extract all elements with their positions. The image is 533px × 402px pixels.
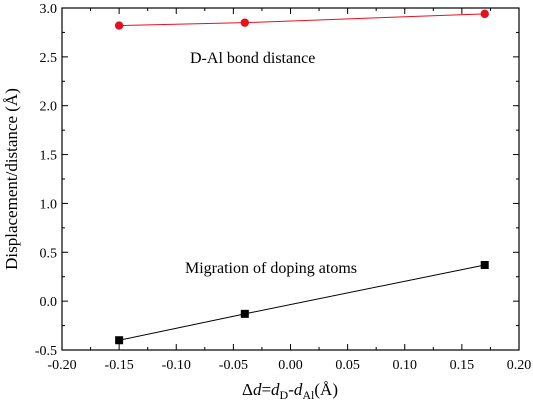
x-axis-title-unit: (Å)	[314, 380, 338, 399]
series-line-0	[119, 13, 485, 27]
x-tick-label: 0.20	[507, 358, 532, 373]
x-axis-title: Δd=dD-dAl(Å)	[242, 380, 338, 402]
y-tick-label: 0.5	[40, 246, 58, 261]
annotation-migration: Migration of doping atoms	[185, 260, 357, 277]
x-tick-label: 0.10	[393, 358, 418, 373]
axis-ticks: -0.20 -0.15 -0.10 -0.05 0.00 0.05 0.10 0.15 0.20…	[35, 2, 531, 373]
x-tick-label: -0.15	[105, 358, 134, 373]
y-tick-label: 1.5	[40, 149, 58, 164]
x-axis-title-delta: Δ	[242, 380, 253, 399]
annotation-bond-distance: D-Al bond distance	[190, 50, 315, 67]
y-axis-title: Displacement/distance (Å)	[2, 88, 21, 270]
data-point-square	[115, 336, 124, 345]
x-axis-title-d2: d	[271, 380, 280, 399]
y-tick-label: -0.5	[35, 344, 57, 359]
data-point-circle	[240, 18, 249, 27]
x-tick-label: 0.15	[450, 358, 475, 373]
x-tick-label: -0.20	[47, 358, 76, 373]
x-tick-label: 0.05	[335, 358, 360, 373]
x-axis-title-d3: d	[294, 380, 303, 399]
x-tick-label: -0.05	[219, 358, 248, 373]
y-tick-label: 2.5	[40, 51, 58, 66]
series-layer	[114, 9, 489, 345]
y-tick-label: 1.0	[40, 197, 58, 212]
x-axis-title-sub-al: Al	[302, 388, 315, 402]
data-point-square	[240, 309, 249, 318]
x-axis-title-d1: d	[253, 380, 262, 399]
data-point-circle	[114, 21, 124, 30]
y-tick-label: 0.0	[40, 295, 58, 310]
x-tick-label: 0.00	[278, 358, 303, 373]
data-point-circle	[480, 9, 489, 19]
x-axis-title-sub-d: D	[280, 388, 289, 402]
y-tick-label: 3.0	[40, 2, 58, 17]
x-axis-title-eq: =	[261, 380, 271, 399]
x-axis-title-minus: -	[288, 380, 294, 399]
x-tick-label: -0.10	[162, 358, 191, 373]
data-point-square	[480, 260, 489, 269]
y-tick-label: 2.0	[40, 100, 58, 115]
